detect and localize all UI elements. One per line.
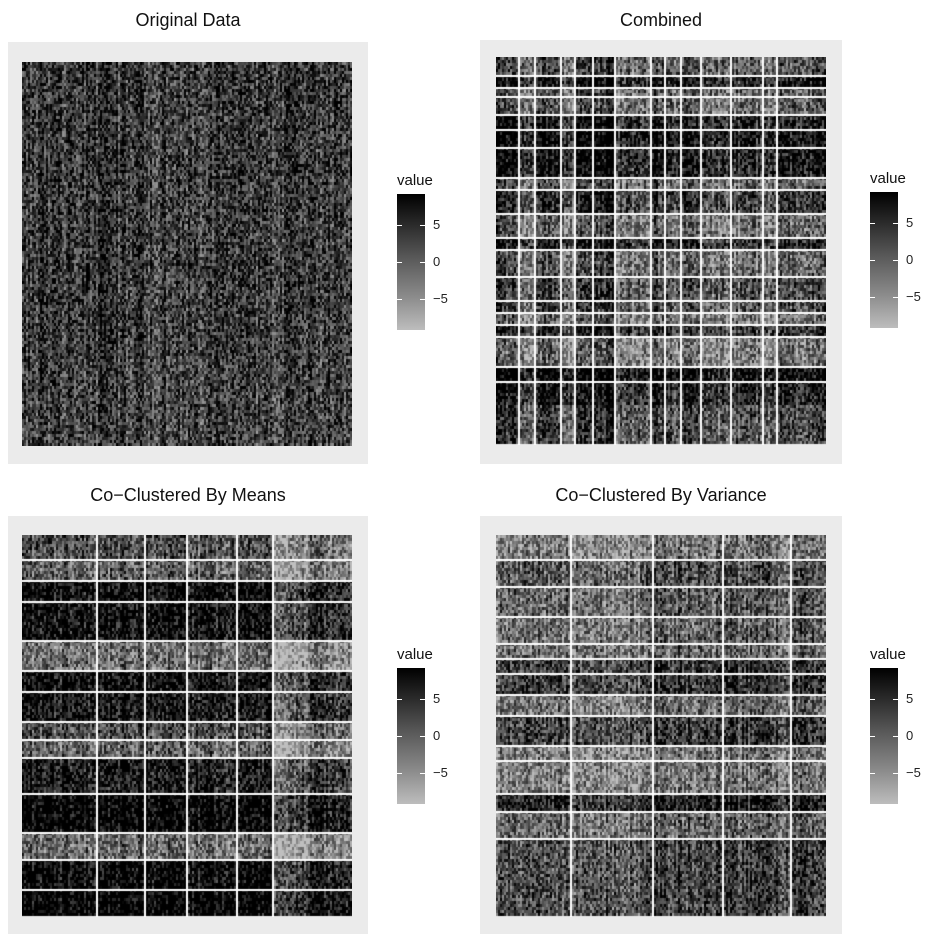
legend-colorbar [397,194,425,330]
legend-title: value [397,646,433,663]
heatmap-combined [496,57,826,445]
legend-title: value [870,170,906,187]
legend-label: 0 [906,728,914,743]
chart-title-original: Original Data [135,10,241,30]
legend-label: 0 [433,728,441,743]
chart-title-variance: Co−Clustered By Variance [555,485,767,505]
legend-means: value 5 0 −5 [397,646,467,806]
legend-title: value [397,172,433,189]
legend-label: −5 [433,291,448,306]
legend-title: value [870,646,906,663]
legend-variance: value 5 0 −5 [870,646,931,806]
legend-combined: value 5 0 −5 [870,170,931,330]
legend-label: −5 [906,289,921,304]
legend-colorbar [397,668,425,804]
heatmap-variance [496,535,826,917]
legend-label: 5 [433,217,441,232]
legend-label: 0 [433,254,441,269]
legend-original: value 5 0 −5 [397,172,467,332]
chart-title-means: Co−Clustered By Means [90,485,286,505]
legend-label: 0 [906,252,914,267]
legend-label: 5 [906,691,914,706]
legend-colorbar [870,192,898,328]
legend-label: −5 [906,765,921,780]
chart-title-combined: Combined [619,10,703,30]
legend-label: 5 [906,215,914,230]
heatmap-means [22,535,352,917]
heatmap-original [22,62,352,446]
legend-colorbar [870,668,898,804]
legend-label: −5 [433,765,448,780]
legend-label: 5 [433,691,441,706]
